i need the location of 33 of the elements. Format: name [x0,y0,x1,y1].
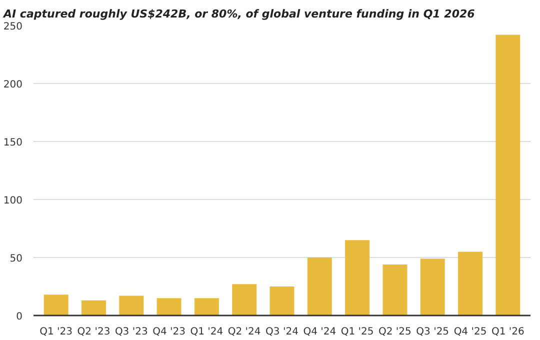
x-tick-label: Q1 '26 [491,326,524,338]
x-tick-label: Q3 '23 [114,326,148,338]
y-tick-label: 150 [3,138,23,148]
x-tick-label: Q4 '23 [152,326,186,338]
x-tick-label: Q2 '25 [378,326,412,338]
x-tick-label: Q4 '24 [303,326,336,338]
x-tick-label: Q1 '23 [40,326,73,338]
x-tick-label: Q1 '24 [190,326,224,338]
bar [382,264,408,316]
bar [119,296,144,316]
y-tick-label: 0 [16,312,23,322]
y-tick-label: 100 [3,196,23,206]
x-tick-label: Q4 '25 [454,326,487,338]
chart-title: AI captured roughly US$242B, or 80%, of global venture funding in Q1 2026 [2,8,476,20]
y-tick-label: 250 [3,22,23,32]
bar [194,298,219,316]
bar [270,286,294,316]
bar [345,240,370,316]
bar [156,298,182,316]
y-tick-label: 50 [10,254,23,264]
x-tick-label: Q2 '23 [77,326,110,338]
bar [307,258,332,316]
x-tick-label: Q3 '25 [416,326,450,338]
bar [82,300,106,316]
bar [232,284,257,316]
x-tick-label: Q2 '24 [228,326,261,338]
bar [44,294,68,316]
x-tick-label: Q3 '24 [266,326,298,338]
bar [420,258,445,316]
y-tick-label: 200 [3,80,23,90]
bar [458,252,482,316]
x-tick-label: Q1 '25 [340,326,374,338]
bar [496,34,520,316]
